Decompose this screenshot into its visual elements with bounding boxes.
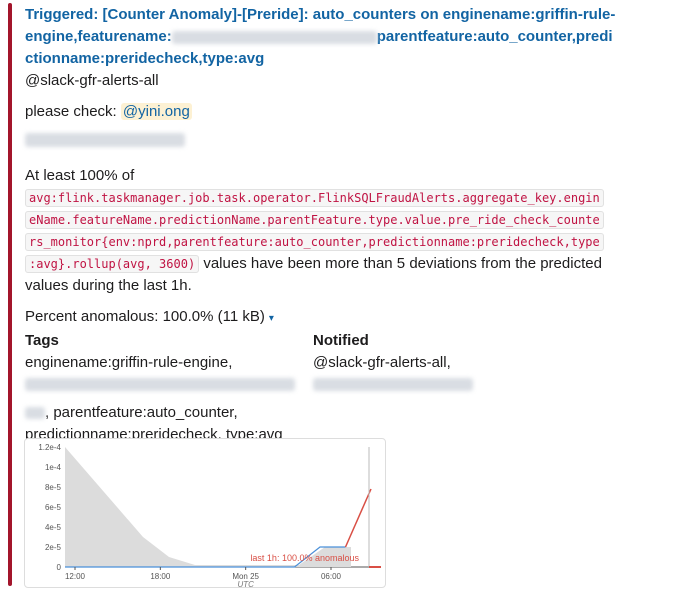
alert-title-link[interactable]: Triggered: [Counter Anomaly]-[Preride]: … [25, 4, 640, 70]
tags-header: Tags [25, 332, 59, 349]
tags-line-1: enginename:griffin-rule-engine, [25, 354, 233, 371]
redacted-text [25, 132, 185, 147]
alert-message: Triggered: [Counter Anomaly]-[Preride]: … [25, 4, 640, 446]
x-tick-label: 18:00 [150, 572, 171, 581]
y-tick-label: 0 [57, 563, 62, 572]
metric-query-line-1: avg:flink.taskmanager.job.task.operator.… [25, 189, 604, 207]
at-least-label: At least 100% of [25, 167, 135, 184]
title-text-3: ctionname:preridecheck,type:avg [25, 50, 265, 67]
fields-grid: Tags enginename:griffin-rule-engine, , p… [25, 330, 640, 446]
metric-query-line-3: rs_monitor{env:nprd,parentfeature:auto_c… [25, 233, 604, 251]
y-tick-label: 4e-5 [45, 523, 62, 532]
tags-line-2 [25, 376, 313, 398]
user-mention[interactable]: @yini.ong [120, 103, 192, 120]
y-tick-label: 8e-5 [45, 483, 62, 492]
series-line-anomaly [344, 488, 372, 548]
metric-query-line-4: :avg}.rollup(avg, 3600) [25, 255, 200, 273]
metric-description-2: values during the last 1h. [25, 277, 192, 294]
tags-line-3: , parentfeature:auto_counter, [25, 402, 313, 424]
y-tick-label: 2e-5 [45, 543, 62, 552]
redacted-line [25, 131, 640, 153]
anomaly-annotation: last 1h: 100.0% anomalous [250, 553, 359, 563]
series-line-normal [65, 546, 346, 568]
redacted-featurename [171, 30, 377, 44]
please-check-line: please check: @yini.ong [25, 101, 640, 123]
percent-anomalous-line: Percent anomalous: 100.0% (11 kB) ▾ [25, 306, 640, 330]
y-tick-label: 1.2e-4 [38, 443, 61, 452]
channel-mention[interactable]: @slack-gfr-alerts-all [25, 72, 159, 89]
notified-line-1[interactable]: @slack-gfr-alerts-all, [313, 354, 451, 371]
y-tick-label: 1e-4 [45, 463, 62, 472]
please-check-label: please check: [25, 103, 117, 120]
redacted-notified [313, 378, 473, 392]
x-axis-timezone-label: UTC [237, 580, 254, 587]
notified-field: Notified @slack-gfr-alerts-all, [313, 330, 613, 446]
notified-line-2 [313, 376, 613, 398]
redacted-tags [25, 378, 295, 392]
attachment-color-bar [8, 3, 12, 586]
metric-query-block: avg:flink.taskmanager.job.task.operator.… [25, 187, 640, 297]
redacted-tag-fragment [25, 407, 45, 420]
notified-header: Notified [313, 332, 369, 349]
x-tick-label: Mon 25 [232, 572, 259, 581]
title-text-1: Triggered: [Counter Anomaly]-[Preride]: … [25, 6, 616, 45]
tags-line-3-text: , parentfeature:auto_counter, [45, 404, 238, 421]
anomaly-chart[interactable]: 0 2e-5 4e-5 6e-5 8e-5 1e-4 1.2e-4 last 1h: 100.… [24, 438, 386, 589]
tags-field: Tags enginename:griffin-rule-engine, , p… [25, 330, 313, 446]
chart-svg: 0 2e-5 4e-5 6e-5 8e-5 1e-4 1.2e-4 last 1h: 100.… [38, 443, 381, 589]
x-tick-label: 06:00 [321, 572, 342, 581]
metric-query-line-2: eName.featureName.predictionName.parentF… [25, 211, 604, 229]
percent-anomalous-text: Percent anomalous: 100.0% (11 kB) [25, 308, 265, 325]
expected-range-band [65, 447, 351, 567]
expand-caret-icon[interactable]: ▾ [268, 313, 274, 324]
title-text-2: parentfeature:auto_counter,predi [376, 28, 613, 45]
y-tick-label: 6e-5 [45, 503, 62, 512]
x-tick-label: 12:00 [65, 572, 86, 581]
metric-description: values have been more than 5 deviations … [203, 255, 602, 272]
